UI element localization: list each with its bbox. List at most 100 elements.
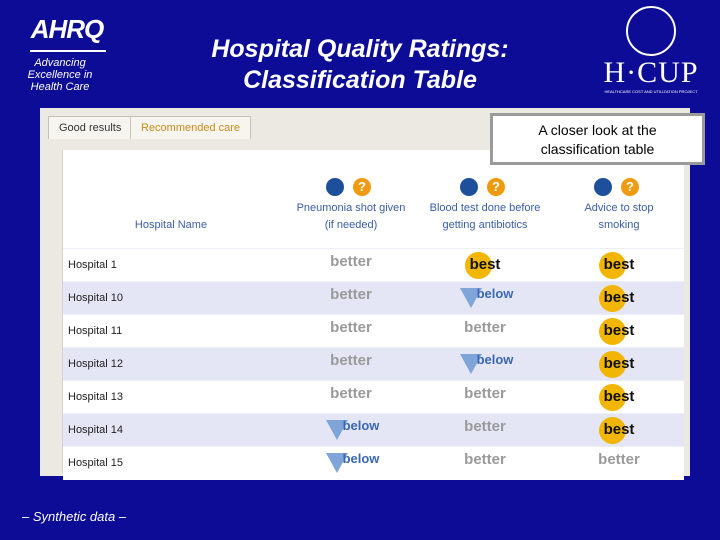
help-icon: ? [487, 178, 505, 196]
info-icon [326, 178, 344, 196]
table-row: Hospital 15 below better better [63, 446, 684, 480]
info-icon [460, 178, 478, 196]
table: Hospital Name Pneumonia shot given (if nee… [62, 150, 684, 480]
table-row: Hospital 14 below better best [63, 413, 684, 447]
rating-cell: better [296, 348, 406, 381]
best-badge [599, 285, 626, 312]
column-header: Blood test done before getting antibiotic… [415, 200, 555, 234]
column-header-line: getting antibiotics [442, 219, 528, 231]
best-badge [599, 318, 626, 345]
rating-cell: better [296, 282, 406, 315]
rating: best [603, 289, 635, 306]
hospital-name: Hospital 14 [68, 424, 124, 436]
tab[interactable]: Good results [48, 116, 133, 139]
rating: below [476, 286, 514, 301]
table-row: Hospital 12 better below best [63, 347, 684, 381]
screenshot: Good results Recommended care Hospital N… [40, 108, 690, 480]
rating-cell: better [430, 315, 540, 348]
callout-line: classification table [540, 141, 655, 157]
rating-cell: below [430, 282, 540, 315]
best-badge [599, 252, 626, 279]
rating-cell: better [296, 381, 406, 414]
arrow-shape [460, 354, 482, 374]
below-arrow [460, 288, 482, 308]
rating: best [603, 388, 635, 405]
rating: better [464, 451, 506, 468]
arrow-shape [460, 288, 482, 308]
rating: better [330, 319, 372, 336]
rating-cell: better [296, 315, 406, 348]
table-row: Hospital 10 better below best [63, 281, 684, 315]
callout-line: A closer look at the [538, 122, 657, 138]
title-line: Classification Table [243, 66, 477, 94]
rating: better [464, 319, 506, 336]
tab[interactable]: Recommended care [130, 116, 252, 139]
tagline: Advancing Excellence in Health Care [10, 57, 110, 93]
rating: best [603, 322, 635, 339]
footer: – Synthetic data – [22, 509, 127, 524]
column-header-line: (if needed) [324, 219, 378, 231]
rating-cell: best [564, 315, 674, 348]
rating-cell: best [564, 348, 674, 381]
rating: better [464, 418, 506, 435]
title: Hospital Quality Ratings: Classification… [150, 34, 570, 96]
below-arrow [326, 420, 348, 440]
rating-cell: better [296, 249, 406, 282]
column-header-line: Hospital Name [134, 219, 208, 231]
help-icon: ? [621, 178, 639, 196]
rating: below [342, 451, 380, 466]
hospital-name: Hospital 10 [68, 292, 124, 304]
best-badge [599, 417, 626, 444]
below-arrow [326, 453, 348, 473]
rating: best [603, 355, 635, 372]
rating-cell: best [564, 282, 674, 315]
title-line: Hospital Quality Ratings: [211, 35, 509, 63]
rating-cell: below [430, 348, 540, 381]
hospital-name: Hospital 13 [68, 391, 124, 403]
rating-cell: below [296, 414, 406, 447]
logo: AHRQ [30, 14, 105, 44]
rating: better [330, 253, 372, 270]
callout: A closer look at the classification tabl… [490, 113, 705, 165]
hospital-name: Hospital 15 [68, 457, 124, 469]
hospital-name: Hospital 11 [68, 325, 123, 337]
rating: below [342, 418, 380, 433]
rating-cell: better [430, 381, 540, 414]
help-icon: ? [353, 178, 371, 196]
logo-rule [30, 50, 106, 52]
rating: best [469, 256, 501, 273]
column-header: Pneumonia shot given (if needed) [281, 200, 421, 234]
column-header-line: Advice to stop [584, 202, 654, 214]
table-row: Hospital 11 better better best [63, 314, 684, 348]
hospital-name: Hospital 12 [68, 358, 124, 370]
column-header: Advice to stop smoking [549, 200, 689, 234]
tagline-line: Excellence in [27, 69, 93, 81]
best-badge [465, 252, 492, 279]
rating-cell: best [430, 249, 540, 282]
rating-cell: better [564, 447, 674, 480]
best-badge [599, 384, 626, 411]
below-arrow [460, 354, 482, 374]
rating: better [464, 385, 506, 402]
column-header-line: smoking [598, 219, 640, 231]
column-header: Hospital Name [101, 217, 241, 234]
rating-cell: best [564, 414, 674, 447]
hospital-name: Hospital 1 [68, 259, 117, 271]
column-header-line: Pneumonia shot given [296, 202, 406, 214]
rating: best [603, 421, 635, 438]
rating: better [598, 451, 640, 468]
rating-cell: best [564, 381, 674, 414]
best-badge [599, 351, 626, 378]
arrow-shape [326, 420, 348, 440]
info-icon [594, 178, 612, 196]
tagline-line: Health Care [30, 81, 90, 93]
rating-cell: best [564, 249, 674, 282]
logo-subtitle: HEALTHCARE COST AND UTILIZATION PROJECT [604, 89, 698, 94]
arrow-shape [326, 453, 348, 473]
column-header-line: Blood test done before [429, 202, 541, 214]
rating: better [330, 286, 372, 303]
rating-cell: better [430, 447, 540, 480]
rating: better [330, 352, 372, 369]
table-row: Hospital 13 better better best [63, 380, 684, 414]
